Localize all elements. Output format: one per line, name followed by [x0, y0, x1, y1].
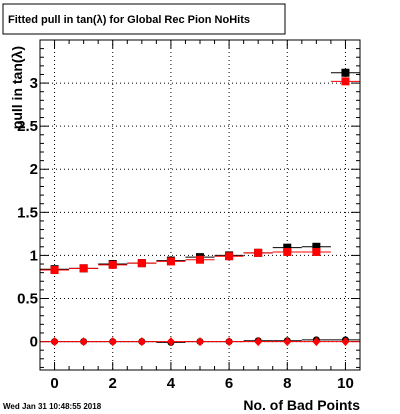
data-point	[225, 337, 234, 347]
chart-title: Fitted pull in tan(λ) for Global Rec Pio…	[8, 14, 250, 26]
x-tick-label: 8	[283, 375, 291, 392]
data-point	[166, 257, 175, 266]
data-point	[312, 337, 321, 347]
timestamp: Wed Jan 31 10:48:55 2018	[3, 402, 102, 411]
data-point	[283, 337, 292, 347]
grid-layer	[40, 40, 360, 370]
data-point	[341, 337, 350, 347]
x-tick-label: 2	[109, 375, 117, 392]
x-tick-label: 4	[167, 375, 176, 392]
data-point	[254, 248, 263, 257]
data-point	[341, 68, 350, 77]
data-point	[137, 259, 146, 268]
data-point	[196, 255, 204, 264]
y-tick-label: 2.5	[17, 118, 38, 135]
data-point	[79, 337, 88, 347]
data-point	[108, 260, 117, 269]
data-point	[79, 264, 88, 273]
data-point	[137, 337, 146, 347]
y-tick-label: 2	[30, 161, 38, 178]
y-tick-label: 3	[30, 75, 38, 92]
x-tick-label: 0	[50, 375, 58, 392]
data-point	[50, 266, 59, 275]
data-point	[312, 242, 321, 251]
data-point	[196, 337, 204, 347]
y-tick-label: 0.5	[17, 290, 38, 307]
data-point	[225, 252, 234, 261]
data-point	[283, 243, 292, 252]
plot-frame	[39, 39, 361, 371]
data-point	[341, 77, 350, 86]
y-axis-title: pull in tan(λ)	[9, 46, 25, 129]
x-tick-label: 6	[225, 375, 233, 392]
title-box	[2, 3, 286, 35]
data-point	[312, 247, 321, 256]
data-point	[50, 337, 59, 347]
y-tick-label: 1	[30, 247, 38, 264]
data-point	[166, 337, 175, 347]
data-point	[108, 337, 117, 347]
data-point	[254, 337, 263, 347]
tick-layer: 0 2 4 6 8 10 0 0.5 1 1.5 2 2.5 3	[17, 40, 361, 392]
y-tick-label: 1.5	[17, 204, 38, 221]
y-tick-label: 0	[30, 334, 38, 351]
data-point	[283, 247, 292, 256]
x-tick-label: 10	[337, 375, 354, 392]
data-layer	[40, 68, 360, 347]
x-axis-title: No. of Bad Points	[243, 397, 360, 413]
